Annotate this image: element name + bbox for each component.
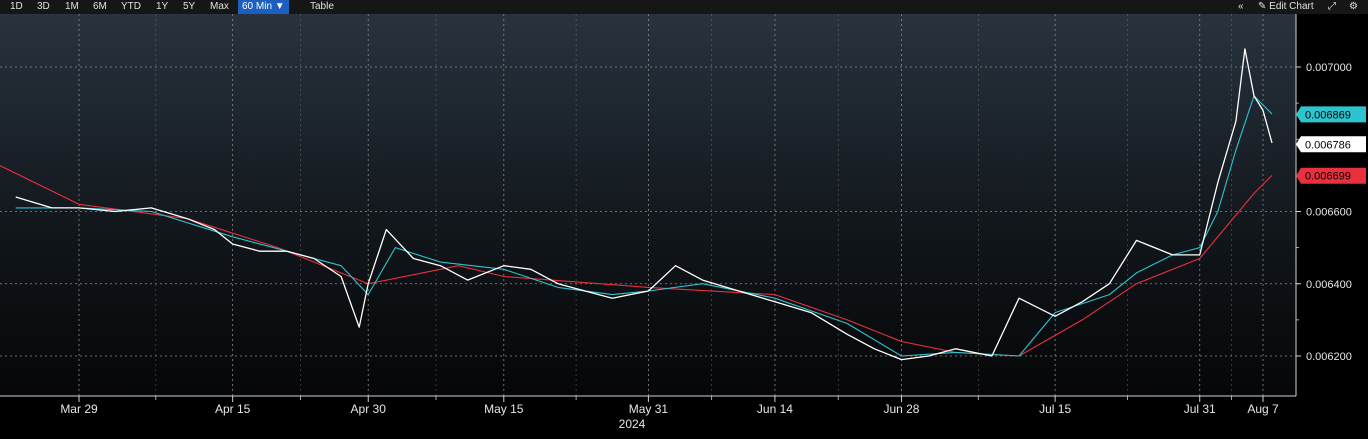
price-tag-label: 0.006786: [1305, 139, 1351, 151]
y-tick-label: 0.007000: [1306, 62, 1352, 74]
x-tick-label: May 31: [629, 402, 669, 416]
range-1y-button[interactable]: 1Y: [156, 1, 169, 12]
price-tag-box: [1296, 136, 1366, 153]
price-chart: 0.006200 0.006400 0.006600 0.007000 Mar 29 Ap…: [0, 14, 1366, 431]
price-tag-label: 0.006699: [1305, 171, 1351, 183]
price-tag-box: [1296, 167, 1366, 184]
x-tick-label: Jul 31: [1184, 402, 1216, 416]
year-label: 2024: [619, 417, 646, 431]
interval-dropdown[interactable]: 60 Min ▼: [238, 0, 289, 14]
table-view-button[interactable]: Table: [310, 1, 334, 12]
plot-background: [0, 14, 1296, 396]
settings-icon[interactable]: ⚙: [1349, 1, 1358, 12]
long-ma-line: [0, 165, 1273, 357]
expand-icon[interactable]: ⤢: [1328, 1, 1336, 12]
y-tick-label: 0.006400: [1306, 279, 1352, 291]
x-tick-label: Jul 15: [1039, 402, 1071, 416]
range-1m-button[interactable]: 1M: [65, 1, 79, 12]
range-1d-button[interactable]: 1D: [10, 1, 23, 12]
price-tag: 0.006786: [1296, 136, 1366, 153]
range-6m-button[interactable]: 6M: [93, 1, 107, 12]
price-tag-label: 0.006869: [1305, 109, 1351, 121]
grid-lines: [0, 14, 1296, 396]
collapse-icon[interactable]: «: [1238, 1, 1244, 12]
x-tick-label: Aug 7: [1247, 402, 1279, 416]
range-ytd-button[interactable]: YTD: [121, 1, 141, 12]
x-tick-label: Apr 15: [215, 402, 251, 416]
price-tags: 0.006869 0.006786 0.006699: [1296, 106, 1366, 184]
edit-chart-button[interactable]: ✎ Edit Chart: [1258, 1, 1314, 12]
series-lines: [0, 48, 1273, 361]
range-3d-button[interactable]: 3D: [37, 1, 50, 12]
y-tick-label: 0.006200: [1306, 351, 1352, 363]
price-tag: 0.006699: [1296, 167, 1366, 184]
price-tag-box: [1296, 106, 1366, 123]
price-line: [15, 48, 1273, 361]
range-5y-button[interactable]: 5Y: [183, 1, 196, 12]
x-tick-label: Mar 29: [60, 402, 98, 416]
x-tick-label: Jun 14: [757, 402, 793, 416]
price-tag: 0.006869: [1296, 106, 1366, 123]
x-tick-label: Apr 30: [351, 402, 387, 416]
chart-toolbar: 1D 3D 1M 6M YTD 1Y 5Y Max 60 Min ▼ Table…: [0, 0, 1368, 14]
range-max-button[interactable]: Max: [210, 1, 229, 12]
y-tick-label: 0.006600: [1306, 207, 1352, 219]
x-tick-label: Jun 28: [883, 402, 919, 416]
axes: 0.006200 0.006400 0.006600 0.007000 Mar 29 Ap…: [0, 14, 1352, 431]
chart-area: 0.006200 0.006400 0.006600 0.007000 Mar 29 Ap…: [0, 14, 1368, 434]
x-tick-label: May 15: [484, 402, 524, 416]
